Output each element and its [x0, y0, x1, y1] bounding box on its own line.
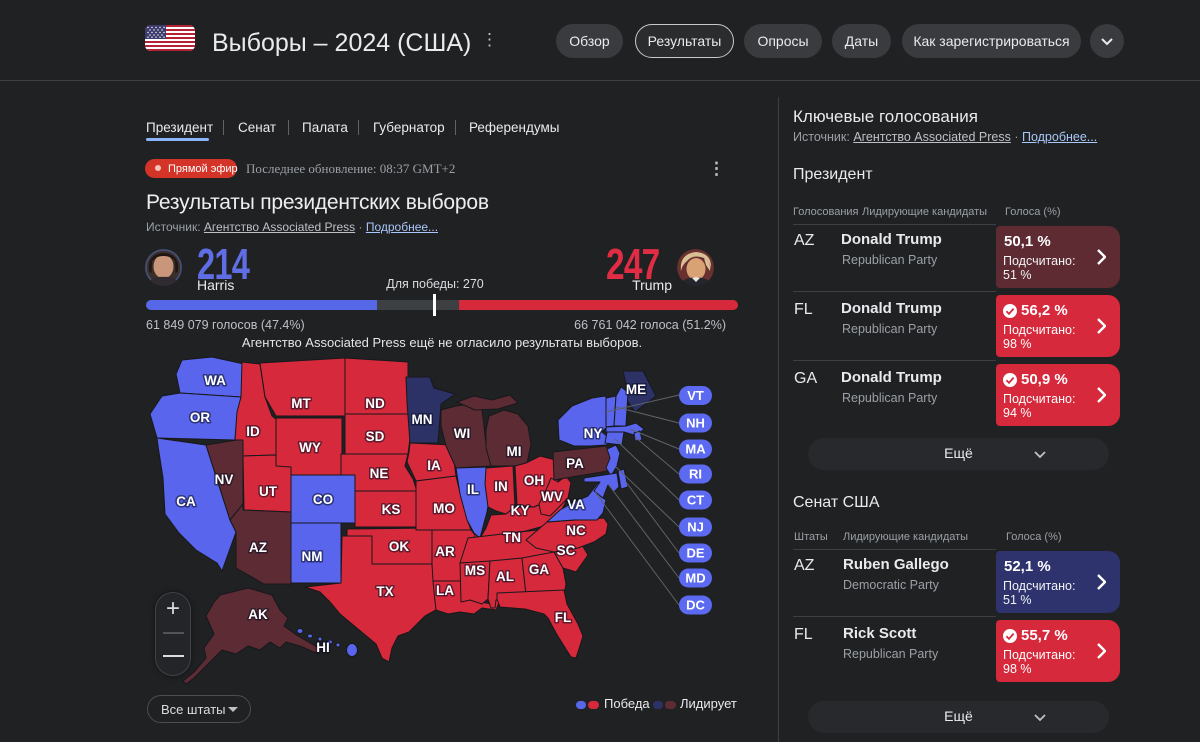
svg-text:KS: KS [382, 502, 401, 517]
svg-text:WI: WI [454, 426, 471, 441]
svg-text:WV: WV [541, 489, 563, 504]
svg-text:WY: WY [299, 440, 321, 455]
svg-text:MT: MT [291, 396, 311, 411]
svg-text:WA: WA [204, 373, 226, 388]
svg-text:TX: TX [376, 584, 393, 599]
svg-text:DE: DE [686, 546, 704, 561]
svg-text:GA: GA [529, 562, 550, 577]
svg-text:NE: NE [370, 466, 389, 481]
svg-text:CA: CA [176, 494, 196, 509]
svg-text:VA: VA [567, 497, 585, 512]
svg-text:NM: NM [302, 549, 323, 564]
svg-text:MD: MD [685, 571, 705, 586]
svg-text:NY: NY [584, 426, 603, 441]
svg-text:MN: MN [412, 412, 433, 427]
svg-text:IN: IN [494, 479, 508, 494]
svg-text:AZ: AZ [249, 540, 267, 555]
svg-text:KY: KY [511, 503, 530, 518]
svg-text:CO: CO [313, 492, 333, 507]
svg-text:MS: MS [465, 563, 485, 578]
svg-text:AR: AR [435, 544, 455, 559]
svg-text:TN: TN [503, 530, 521, 545]
svg-text:MA: MA [685, 442, 706, 457]
svg-text:SD: SD [366, 429, 385, 444]
svg-text:MO: MO [433, 501, 455, 516]
svg-text:ID: ID [246, 424, 260, 439]
svg-text:IA: IA [427, 458, 441, 473]
svg-text:RI: RI [689, 467, 702, 482]
svg-text:NV: NV [215, 472, 234, 487]
svg-text:CT: CT [687, 493, 704, 508]
svg-text:LA: LA [436, 583, 454, 598]
svg-text:MI: MI [507, 444, 522, 459]
svg-text:OH: OH [524, 473, 544, 488]
svg-text:IL: IL [467, 482, 479, 497]
svg-text:AL: AL [496, 569, 514, 584]
svg-text:NC: NC [566, 523, 586, 538]
svg-text:OR: OR [190, 410, 211, 425]
svg-text:ND: ND [365, 396, 385, 411]
svg-text:PA: PA [566, 456, 584, 471]
svg-text:NJ: NJ [687, 520, 704, 535]
svg-text:NH: NH [686, 416, 705, 431]
svg-text:UT: UT [259, 484, 278, 499]
svg-text:HI: HI [316, 640, 330, 655]
svg-text:AK: AK [248, 607, 268, 622]
svg-text:VT: VT [687, 388, 704, 403]
svg-text:FL: FL [555, 610, 572, 625]
svg-text:DC: DC [686, 598, 705, 613]
svg-text:SC: SC [557, 543, 576, 558]
svg-text:OK: OK [389, 539, 410, 554]
svg-text:ME: ME [626, 382, 646, 397]
